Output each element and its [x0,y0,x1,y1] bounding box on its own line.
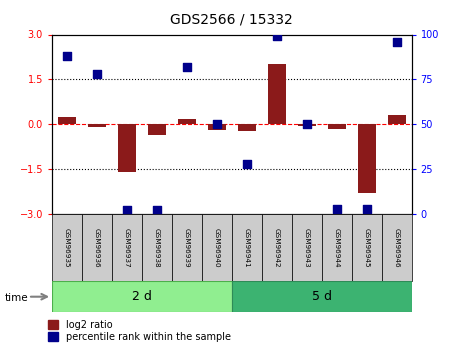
Text: GSM96938: GSM96938 [154,228,160,267]
Bar [118,124,136,172]
FancyBboxPatch shape [351,214,382,281]
Bar [268,65,286,124]
FancyBboxPatch shape [262,214,292,281]
Point [213,121,220,127]
Point [303,121,310,127]
Bar [298,124,315,126]
Text: time: time [5,294,28,303]
Point [93,71,101,77]
FancyBboxPatch shape [112,214,142,281]
Text: GSM96945: GSM96945 [364,228,369,267]
Bar [328,124,346,129]
Point [153,208,161,213]
Text: GSM96942: GSM96942 [274,228,280,267]
FancyBboxPatch shape [82,214,112,281]
FancyBboxPatch shape [382,214,412,281]
Bar [148,124,166,135]
Point [273,33,280,39]
FancyBboxPatch shape [232,214,262,281]
Text: GSM96943: GSM96943 [304,228,310,267]
Text: GSM96946: GSM96946 [394,228,400,267]
Point [63,53,71,59]
Text: GDS2566 / 15332: GDS2566 / 15332 [170,12,293,26]
Point [123,208,131,213]
Text: GSM96944: GSM96944 [333,228,340,267]
FancyBboxPatch shape [292,214,322,281]
Bar [88,124,106,127]
Bar [208,124,226,130]
Point [183,64,191,70]
Text: GSM96937: GSM96937 [124,228,130,267]
Point [243,161,251,166]
FancyBboxPatch shape [232,281,412,312]
FancyBboxPatch shape [52,214,82,281]
Point [393,39,400,45]
Legend: log2 ratio, percentile rank within the sample: log2 ratio, percentile rank within the s… [47,319,232,343]
FancyBboxPatch shape [52,281,232,312]
Bar [58,117,76,124]
Text: GSM96935: GSM96935 [64,228,70,267]
FancyBboxPatch shape [322,214,351,281]
Bar [178,119,196,124]
FancyBboxPatch shape [172,214,202,281]
Point [333,206,341,211]
Bar [238,124,256,131]
Text: GSM96940: GSM96940 [214,228,220,267]
FancyBboxPatch shape [202,214,232,281]
Text: GSM96941: GSM96941 [244,228,250,267]
Bar [387,115,405,124]
Bar [358,124,376,193]
Point [363,206,370,211]
FancyBboxPatch shape [142,214,172,281]
Text: GSM96939: GSM96939 [184,228,190,267]
Text: 2 d: 2 d [132,290,152,303]
Text: 5 d: 5 d [312,290,332,303]
Text: GSM96936: GSM96936 [94,228,100,267]
